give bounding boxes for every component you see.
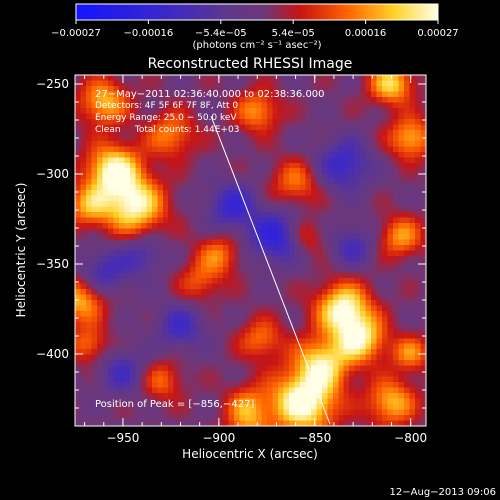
colorbar-tick-label: 5.4e−05 — [272, 28, 315, 39]
info-line-detectors: Detectors: 4F 5F 6F 7F 8F, Att 0 — [95, 101, 238, 111]
colorbar-tick-label: −5.4e−05 — [195, 28, 247, 39]
colorbar-unit-label: (photons cm⁻² s⁻¹ asec⁻²) — [192, 40, 321, 51]
colorbar-tick-label: 0.00016 — [345, 28, 386, 39]
info-line-energy: Energy Range: 25.0 − 50.0 keV — [95, 113, 237, 123]
x-tick-label: −850 — [298, 431, 331, 445]
y-tick-label: −400 — [36, 347, 69, 361]
info-text: 27−May−2011 02:36:40.000 to 02:38:36.000… — [95, 89, 325, 135]
colorbar-ticks: −0.00027 −0.00016 −5.4e−05 5.4e−05 0.00016 0.… — [51, 20, 459, 39]
x-tick-label: −950 — [106, 431, 139, 445]
plot-frame — [74, 74, 427, 427]
footer-timestamp: 12−Aug−2013 09:06 — [390, 487, 496, 498]
colorbar: −0.00027 −0.00016 −5.4e−05 5.4e−05 0.00016 0.… — [51, 3, 459, 51]
colorbar-tick-label: −0.00027 — [51, 28, 101, 39]
x-axis-label: Heliocentric X (arcsec) — [182, 447, 318, 461]
axis-ticks: −950 −900 −850 −800 −250 −300 −350 −400 — [36, 75, 427, 445]
y-tick-label: −250 — [36, 77, 69, 91]
x-tick-label: −800 — [394, 431, 427, 445]
y-axis-label: Heliocentric Y (arcsec) — [14, 183, 28, 318]
heatmap-image — [75, 75, 426, 426]
info-line-counts: Clean Total counts: 1.44E+03 — [95, 125, 239, 135]
info-line-time: 27−May−2011 02:36:40.000 to 02:38:36.000 — [95, 89, 325, 100]
plot-area: 27−May−2011 02:36:40.000 to 02:38:36.000… — [36, 74, 427, 445]
colorbar-tick-label: 0.00027 — [417, 28, 458, 39]
colorbar-tick-label: −0.00016 — [124, 28, 174, 39]
y-tick-label: −300 — [36, 167, 69, 181]
chart-title: Reconstructed RHESSI Image — [148, 56, 353, 72]
x-tick-label: −900 — [202, 431, 235, 445]
colorbar-gradient — [76, 4, 438, 20]
limb-line — [210, 115, 331, 425]
y-tick-label: −350 — [36, 257, 69, 271]
peak-position-label: Position of Peak = [−856,−427] — [95, 399, 254, 410]
